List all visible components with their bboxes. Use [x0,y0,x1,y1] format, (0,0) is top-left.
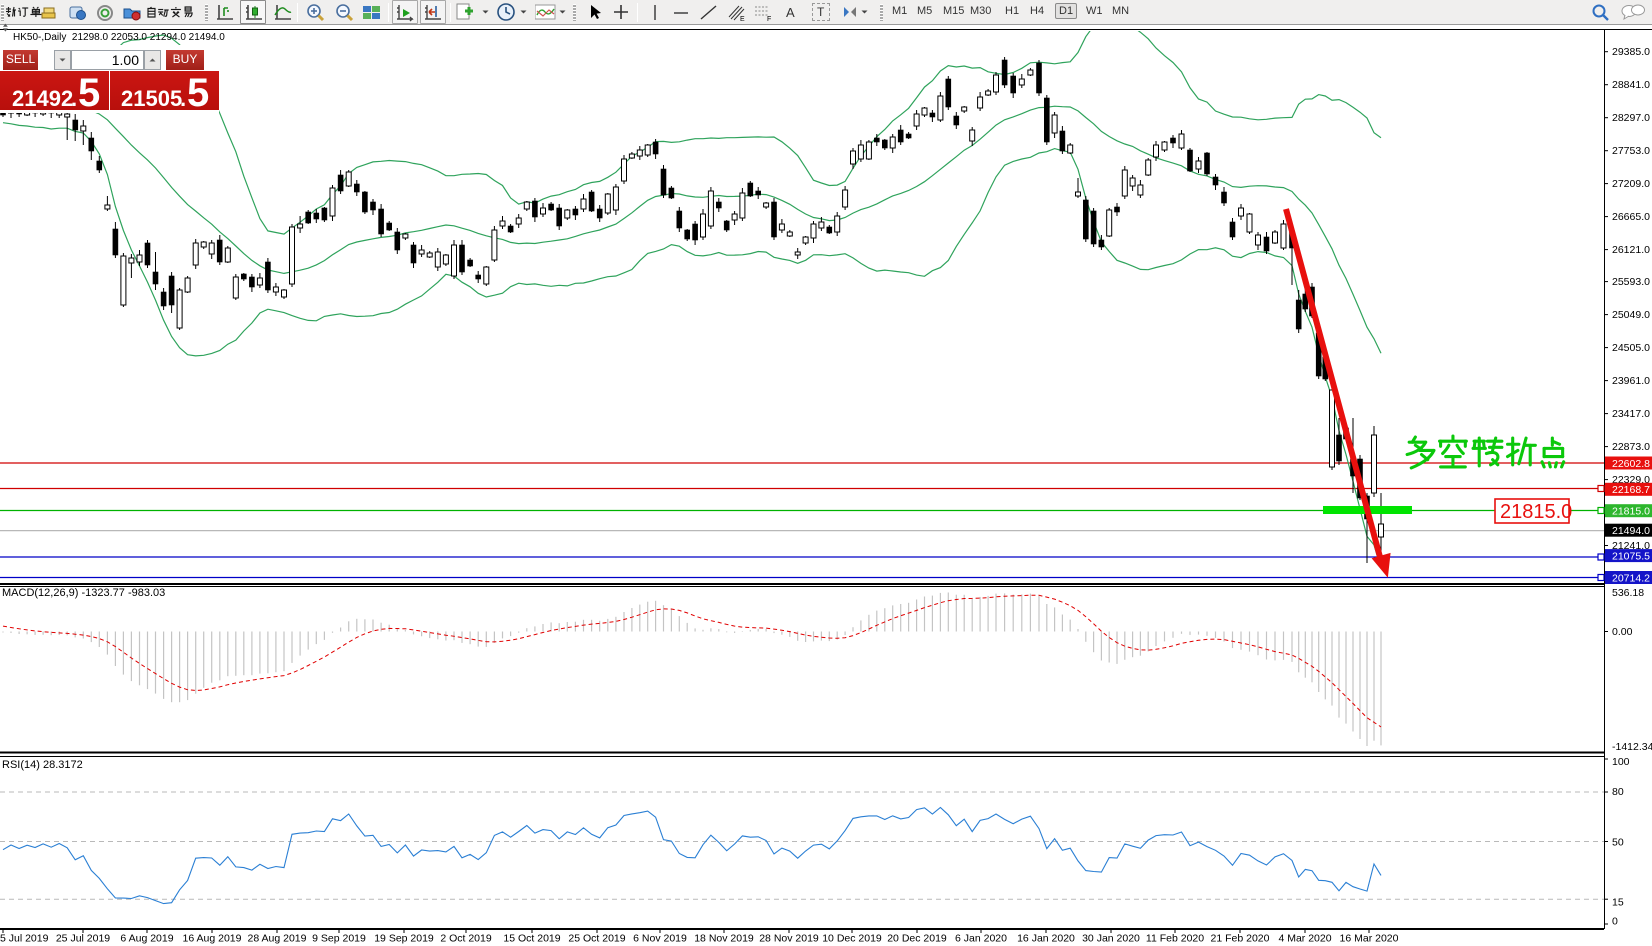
svg-text:25 Jul 2019: 25 Jul 2019 [56,933,110,945]
svg-text:30 Jan 2020: 30 Jan 2020 [1082,933,1140,945]
svg-text:50: 50 [1612,837,1624,849]
svg-text:23961.0: 23961.0 [1612,375,1650,387]
svg-text:25049.0: 25049.0 [1612,309,1650,321]
svg-text:15 Oct 2019: 15 Oct 2019 [503,933,560,945]
svg-text:19 Sep 2019: 19 Sep 2019 [374,933,434,945]
svg-text:RSI(14) 28.3172: RSI(14) 28.3172 [2,759,83,771]
svg-text:6 Nov 2019: 6 Nov 2019 [633,933,687,945]
svg-text:9 Sep 2019: 9 Sep 2019 [312,933,366,945]
svg-text:5 Jul 2019: 5 Jul 2019 [0,933,49,945]
svg-text:MACD(12,26,9) -1323.77 -983.03: MACD(12,26,9) -1323.77 -983.03 [2,587,165,599]
svg-text:18 Nov 2019: 18 Nov 2019 [694,933,754,945]
svg-text:E: E [740,16,745,22]
svg-text:28 Nov 2019: 28 Nov 2019 [759,933,819,945]
svg-text:F: F [767,16,771,22]
svg-text:2 Oct 2019: 2 Oct 2019 [440,933,492,945]
svg-text:6 Jan 2020: 6 Jan 2020 [955,933,1007,945]
svg-text:4 Mar 2020: 4 Mar 2020 [1278,933,1331,945]
svg-text:23417.0: 23417.0 [1612,408,1650,420]
svg-text:HK50-,Daily 21298.0 22053.0 2: HK50-,Daily 21298.0 22053.0 21294.0 2149… [13,32,225,43]
svg-text:10 Dec 2019: 10 Dec 2019 [822,933,882,945]
svg-text:20714.2: 20714.2 [1612,572,1650,584]
svg-text:21815.0: 21815.0 [1500,501,1572,523]
svg-text:21 Feb 2020: 21 Feb 2020 [1211,933,1270,945]
svg-text:25593.0: 25593.0 [1612,276,1650,288]
svg-text:24505.0: 24505.0 [1612,342,1650,354]
svg-text:-1412.34: -1412.34 [1612,741,1652,753]
svg-text:80: 80 [1612,786,1624,798]
svg-text:0.00: 0.00 [1612,626,1633,638]
svg-text:27209.0: 27209.0 [1612,178,1650,190]
svg-text:16 Mar 2020: 16 Mar 2020 [1340,933,1399,945]
svg-text:22602.8: 22602.8 [1612,458,1650,470]
svg-text:25 Oct 2019: 25 Oct 2019 [568,933,625,945]
svg-text:22168.7: 22168.7 [1612,484,1650,496]
svg-text:22873.0: 22873.0 [1612,441,1650,453]
svg-text:21075.5: 21075.5 [1612,550,1650,562]
svg-text:26121.0: 26121.0 [1612,244,1650,256]
svg-text:27753.0: 27753.0 [1612,145,1650,157]
svg-text:28 Aug 2019: 28 Aug 2019 [248,933,307,945]
svg-text:26665.0: 26665.0 [1612,211,1650,223]
svg-text:21494.0: 21494.0 [1612,525,1650,537]
svg-text:21241.0: 21241.0 [1612,540,1650,552]
svg-text:20 Dec 2019: 20 Dec 2019 [887,933,947,945]
svg-text:16 Jan 2020: 16 Jan 2020 [1017,933,1075,945]
svg-text:16 Aug 2019: 16 Aug 2019 [183,933,242,945]
svg-text:6 Aug 2019: 6 Aug 2019 [120,933,173,945]
svg-text:15: 15 [1612,897,1624,909]
svg-text:536.18: 536.18 [1612,587,1644,599]
svg-text:11 Feb 2020: 11 Feb 2020 [1146,933,1204,945]
svg-text:29385.0: 29385.0 [1612,46,1650,58]
svg-text:0: 0 [1612,916,1618,928]
svg-text:28297.0: 28297.0 [1612,112,1650,124]
svg-text:21815.0: 21815.0 [1612,506,1650,518]
svg-text:28841.0: 28841.0 [1612,79,1650,91]
svg-text:100: 100 [1612,756,1630,768]
